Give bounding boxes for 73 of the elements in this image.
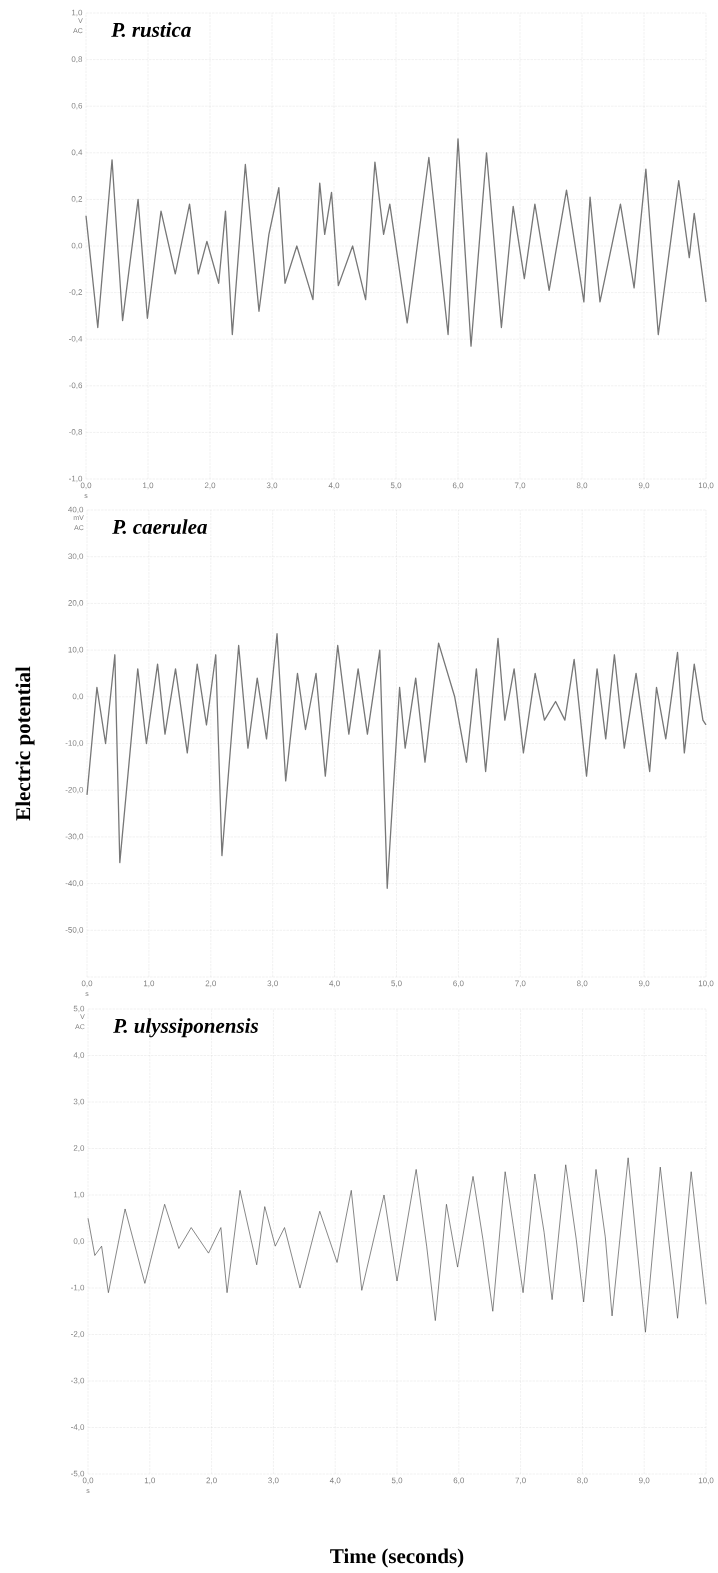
line-series <box>85 138 707 347</box>
y-tick-label: 30,0 <box>68 553 84 561</box>
x-tick-label: 7,0 <box>515 980 526 988</box>
x-tick-label: 1,0 <box>143 482 154 490</box>
y-tick-label: -3,0 <box>71 1377 85 1385</box>
x-tick-label: 10,0 <box>698 482 714 490</box>
x-tick-label: 10,0 <box>698 980 714 988</box>
x-tick-label: 1,0 <box>144 1477 156 1485</box>
chart-title: P. caerulea <box>112 519 207 535</box>
line-series <box>87 1157 707 1333</box>
y-tick-label: 0,6 <box>71 102 83 110</box>
x-tick-label: 1,0 <box>143 980 155 988</box>
x-tick-label: 8,0 <box>576 980 588 988</box>
y-tick-label: 40,0 <box>68 506 84 514</box>
x-tick-label: 5,0 <box>391 980 402 988</box>
y-tick-label: 0,0 <box>73 1238 85 1245</box>
line-series <box>86 633 707 889</box>
x-tick-label: 5,0 <box>391 1477 403 1485</box>
y-tick-label: -0,8 <box>69 429 83 436</box>
x-tick-label: 0,0 <box>82 1477 94 1485</box>
x-tick-label: 6,0 <box>452 482 464 490</box>
x-tick-label: 4,0 <box>329 1477 341 1485</box>
x-tick-label: 9,0 <box>638 482 650 490</box>
y-tick-label: 0,2 <box>71 196 83 203</box>
y-tick-label: 0,8 <box>71 56 83 63</box>
y-tick-label: -4,0 <box>71 1424 85 1431</box>
x-tick-label: 9,0 <box>638 980 650 988</box>
y-tick-label: 0,0 <box>72 693 84 701</box>
x-tick-label: 4,0 <box>328 482 340 490</box>
x-tick-label: 8,0 <box>577 1477 588 1485</box>
y-tick-label: -2,0 <box>71 1331 85 1338</box>
y-axis-title: Electric potential <box>15 666 35 821</box>
x-tick-label: 0,0 <box>81 980 93 988</box>
x-tick-label: 3,0 <box>268 1477 279 1485</box>
x-tick-label: 2,0 <box>205 980 217 988</box>
x-tick-label: 6,0 <box>453 980 464 988</box>
y-tick-label: 5,0 <box>73 1005 85 1013</box>
y-tick-label: 3,0 <box>73 1098 85 1106</box>
y-tick-label: 2,0 <box>73 1145 85 1152</box>
y-tick-label: 10,0 <box>68 646 84 654</box>
x-tick-label: 8,0 <box>576 482 588 490</box>
y-tick-label: -1,0 <box>71 1284 85 1292</box>
y-tick-label: 1,0 <box>71 9 83 17</box>
y-tick-label: -40,0 <box>65 880 84 887</box>
y-tick-label: 0,4 <box>71 149 83 157</box>
y-tick-label: -0,2 <box>69 289 83 296</box>
x-tick-label: 0,0 <box>80 482 92 490</box>
y-tick-label: 0,0 <box>71 242 83 250</box>
y-tick-label: -0,4 <box>69 335 83 343</box>
x-tick-label: 4,0 <box>329 980 340 988</box>
x-tick-label: 10,0 <box>698 1477 714 1485</box>
y-tick-label: -0,6 <box>69 382 83 390</box>
x-tick-label: 9,0 <box>639 1477 650 1485</box>
y-tick-label: -30,0 <box>65 833 84 841</box>
y-tick-label: 20,0 <box>68 600 84 607</box>
y-tick-label: -50,0 <box>65 927 84 934</box>
x-tick-label: 2,0 <box>206 1477 217 1485</box>
y-tick-label: -5,0 <box>71 1470 85 1478</box>
x-tick-label: 7,0 <box>515 1477 526 1485</box>
x-tick-label: 3,0 <box>267 980 278 988</box>
x-tick-label: 7,0 <box>514 482 526 490</box>
chart-title: P. ulyssiponensis <box>113 1018 259 1038</box>
y-tick-label: 4,0 <box>73 1052 85 1059</box>
x-axis-title: Time (seconds) <box>330 1548 464 1568</box>
x-tick-label: 6,0 <box>453 1477 465 1485</box>
y-tick-label: -10,0 <box>65 740 84 747</box>
x-tick-label: 3,0 <box>266 482 278 490</box>
x-tick-label: 5,0 <box>390 482 402 490</box>
chart-title: P. rustica <box>111 22 191 38</box>
y-tick-label: -20,0 <box>65 786 84 794</box>
y-tick-label: -1,0 <box>69 475 83 483</box>
y-tick-label: 1,0 <box>73 1191 85 1199</box>
x-tick-label: 2,0 <box>204 482 216 490</box>
